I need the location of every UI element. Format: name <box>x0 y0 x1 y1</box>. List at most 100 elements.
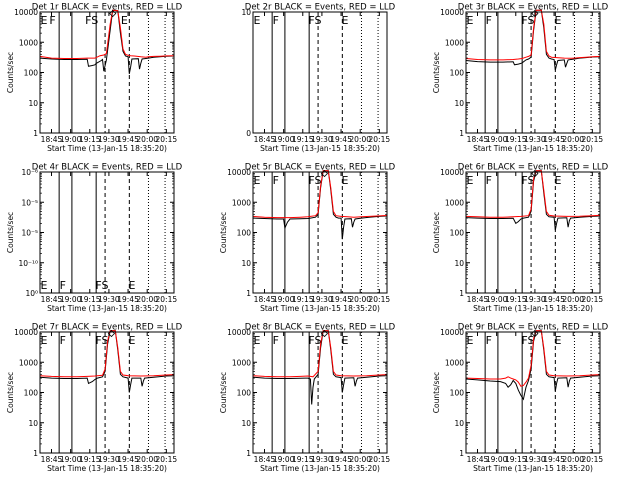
y-tick-label: 10000 <box>227 328 251 337</box>
flag-label: F <box>273 334 279 347</box>
panel-title: Det 2r BLACK = Events, RED = LLD <box>245 3 396 13</box>
y-tick-label: 100 <box>237 229 252 238</box>
x-tick-label: 19:45 <box>543 455 565 464</box>
y-tick-label: 1000 <box>445 198 464 207</box>
x-tick-label: 18:45 <box>41 455 63 464</box>
x-tick-label: 20:15 <box>156 135 178 144</box>
x-tick-label: 19:45 <box>117 455 139 464</box>
x-tick-label: 19:15 <box>505 295 527 304</box>
x-axis-title: Start Time (13-Jan-15 18:35:20) <box>260 304 380 313</box>
flag-label: FS <box>308 14 321 27</box>
lld-series-line <box>465 9 601 61</box>
x-tick-label: 19:00 <box>486 135 508 144</box>
flag-label: E <box>41 279 48 292</box>
x-tick-label: 20:00 <box>562 295 584 304</box>
x-tick-label: 18:45 <box>467 455 489 464</box>
y-tick-label: 1000 <box>19 358 38 367</box>
y-tick-label: 10 <box>454 419 464 428</box>
y-tick-label: 10⁻⁶ <box>21 168 38 177</box>
x-tick-label: 19:30 <box>524 455 546 464</box>
flag-label: FS <box>308 334 321 347</box>
flag-label: FS <box>521 174 534 187</box>
x-tick-label: 20:15 <box>582 455 604 464</box>
x-tick-label: 19:30 <box>311 295 333 304</box>
flag-label: F <box>486 334 492 347</box>
flag-label: E <box>555 174 562 187</box>
flag-label: E <box>342 174 349 187</box>
lld-series-line <box>465 330 601 387</box>
panel-title: Det 1r BLACK = Events, RED = LLD <box>32 3 183 13</box>
lld-series-line <box>39 330 175 378</box>
flag-label: E <box>555 334 562 347</box>
x-tick-label: 18:45 <box>254 295 276 304</box>
y-tick-label: 10 <box>454 259 464 268</box>
x-tick-label: 19:30 <box>524 135 546 144</box>
y-tick-label: 10000 <box>227 168 251 177</box>
y-tick-label: 10 <box>241 8 251 17</box>
y-tick-label: 10 <box>28 99 38 108</box>
flag-label: F <box>273 14 279 27</box>
lld-series-line <box>252 330 388 378</box>
y-tick-label: 10⁻⁵ <box>21 198 38 207</box>
x-tick-label: 20:15 <box>369 295 391 304</box>
y-axis-title: Counts/sec <box>432 212 441 253</box>
x-axis-title: Start Time (13-Jan-15 18:35:20) <box>473 144 593 153</box>
x-tick-label: 19:45 <box>330 135 352 144</box>
x-tick-label: 19:30 <box>98 295 120 304</box>
x-tick-label: 20:15 <box>156 295 178 304</box>
flag-label: F <box>486 174 492 187</box>
x-tick-label: 19:15 <box>292 135 314 144</box>
x-tick-label: 19:45 <box>543 295 565 304</box>
x-tick-label: 19:00 <box>486 295 508 304</box>
y-tick-label: 10⁻⁵ <box>21 229 38 238</box>
x-tick-label: 19:30 <box>311 455 333 464</box>
flag-label: E <box>121 14 128 27</box>
plot-frame <box>252 11 388 134</box>
y-tick-label: 100 <box>24 69 39 78</box>
panel-title: Det 8r BLACK = Events, RED = LLD <box>245 323 396 333</box>
x-axis-title: Start Time (13-Jan-15 18:35:20) <box>260 464 380 473</box>
flag-label: E <box>555 14 562 27</box>
x-tick-label: 20:00 <box>136 135 158 144</box>
flag-label: E <box>467 14 474 27</box>
x-axis-title: Start Time (13-Jan-15 18:35:20) <box>47 144 167 153</box>
flag-label: E <box>342 14 349 27</box>
x-tick-label: 19:30 <box>311 135 333 144</box>
y-tick-label: 10000 <box>440 168 464 177</box>
y-axis-title: Counts/sec <box>6 372 15 413</box>
x-tick-label: 19:15 <box>505 455 527 464</box>
x-tick-label: 20:15 <box>369 455 391 464</box>
x-tick-label: 20:00 <box>562 455 584 464</box>
x-tick-label: 20:00 <box>136 455 158 464</box>
y-tick-label: 10 <box>241 419 251 428</box>
y-tick-label: 1 <box>246 449 251 458</box>
y-tick-label: 0 <box>246 129 251 138</box>
flag-label: E <box>254 14 261 27</box>
panel-title: Det 5r BLACK = Events, RED = LLD <box>245 163 396 173</box>
flag-label: F <box>486 14 492 27</box>
y-tick-label: 10⁰ <box>25 289 38 298</box>
y-tick-label: 1 <box>33 449 38 458</box>
y-tick-label: 10000 <box>440 328 464 337</box>
lld-series-line <box>39 9 175 59</box>
y-tick-label: 1 <box>459 289 464 298</box>
panel-title: Det 4r BLACK = Events, RED = LLD <box>32 163 183 173</box>
y-tick-label: 1 <box>459 449 464 458</box>
flag-label: E <box>129 334 136 347</box>
flag-label: F <box>60 279 66 292</box>
flag-label: E <box>254 174 261 187</box>
y-axis-title: Counts/sec <box>6 52 15 93</box>
x-tick-label: 19:45 <box>330 455 352 464</box>
flag-label: E <box>254 334 261 347</box>
flag-label: E <box>467 334 474 347</box>
x-tick-label: 19:00 <box>273 135 295 144</box>
y-tick-label: 10000 <box>14 8 38 17</box>
